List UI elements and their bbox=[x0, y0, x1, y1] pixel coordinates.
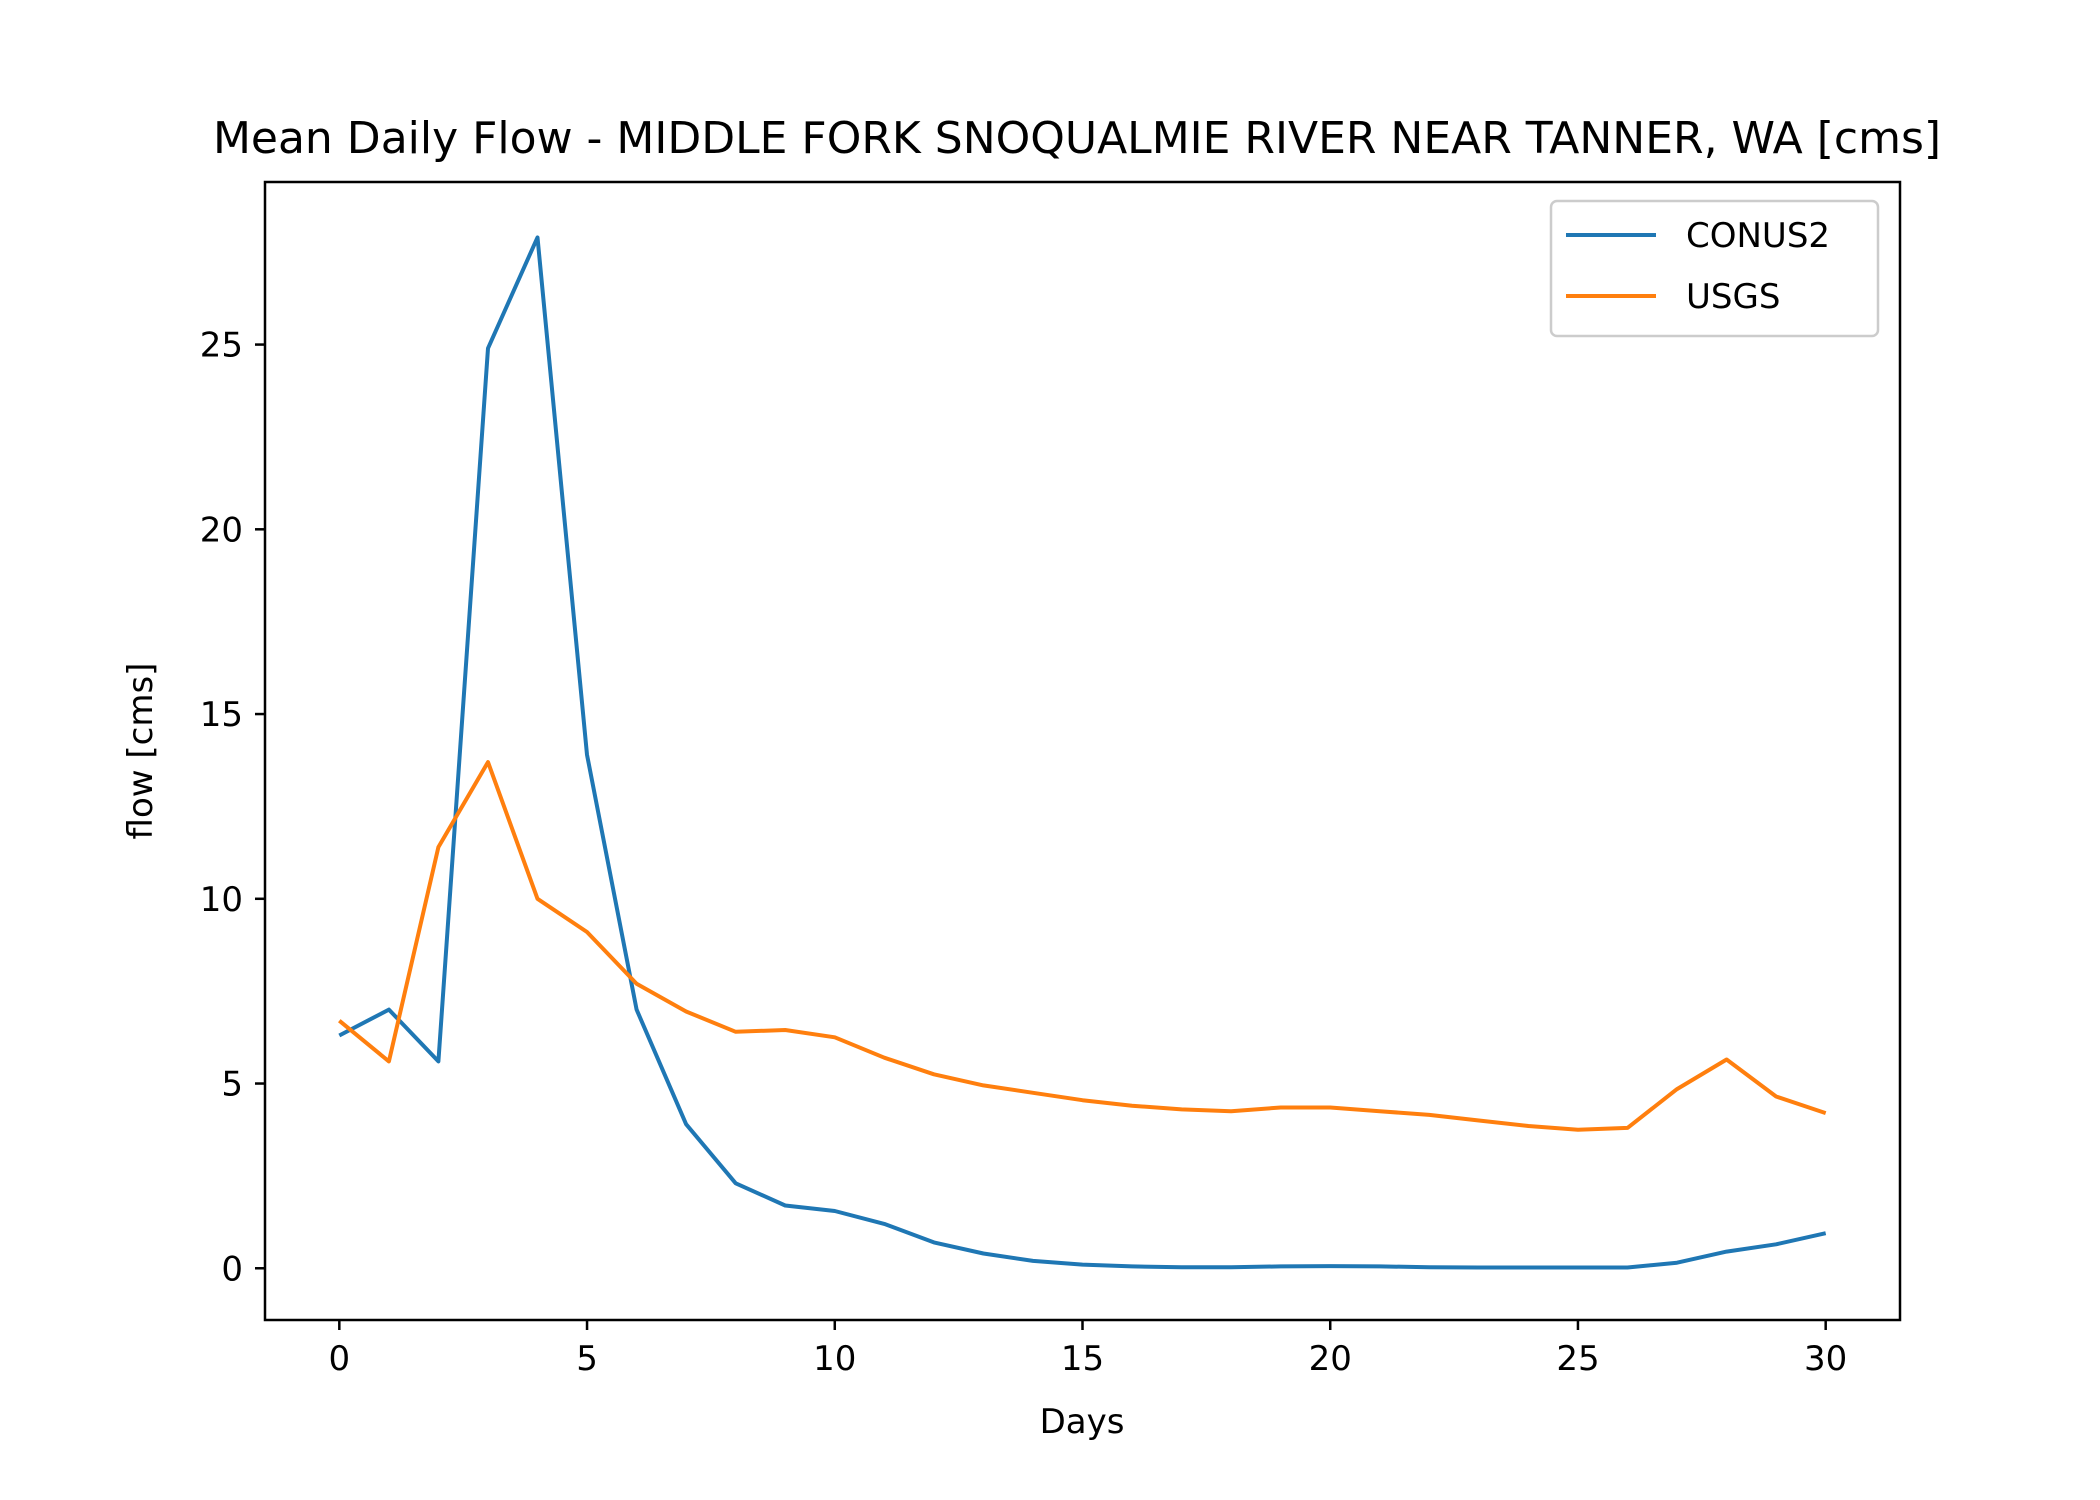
y-tick-label: 0 bbox=[221, 1249, 243, 1289]
series-line-usgs bbox=[338, 760, 1827, 1132]
x-axis: 0 5 10 15 20 25 30 bbox=[328, 1320, 1847, 1379]
x-tick-label: 0 bbox=[328, 1339, 350, 1379]
x-tick-label: 25 bbox=[1556, 1339, 1599, 1379]
series-layer bbox=[338, 235, 1827, 1270]
x-tick-label: 5 bbox=[576, 1339, 598, 1379]
y-tick-label: 15 bbox=[200, 695, 243, 735]
y-tick-label: 20 bbox=[200, 510, 243, 550]
y-axis: 0 5 10 15 20 25 bbox=[200, 326, 265, 1289]
legend-label-conus2: CONUS2 bbox=[1686, 216, 1830, 256]
y-tick-label: 25 bbox=[200, 326, 243, 366]
y-tick-label: 5 bbox=[221, 1065, 243, 1105]
x-tick-label: 20 bbox=[1309, 1339, 1352, 1379]
series-line-conus2 bbox=[338, 235, 1827, 1270]
legend: CONUS2 USGS bbox=[1549, 199, 1880, 338]
x-tick-label: 30 bbox=[1804, 1339, 1847, 1379]
chart-title: Mean Daily Flow - MIDDLE FORK SNOQUALMIE… bbox=[213, 113, 1941, 164]
legend-label-usgs: USGS bbox=[1686, 277, 1780, 317]
x-axis-label: Days bbox=[1040, 1402, 1125, 1442]
y-axis-label: flow [cms] bbox=[121, 663, 161, 840]
x-tick-label: 10 bbox=[813, 1339, 856, 1379]
y-tick-label: 10 bbox=[200, 880, 243, 920]
x-tick-label: 15 bbox=[1061, 1339, 1104, 1379]
